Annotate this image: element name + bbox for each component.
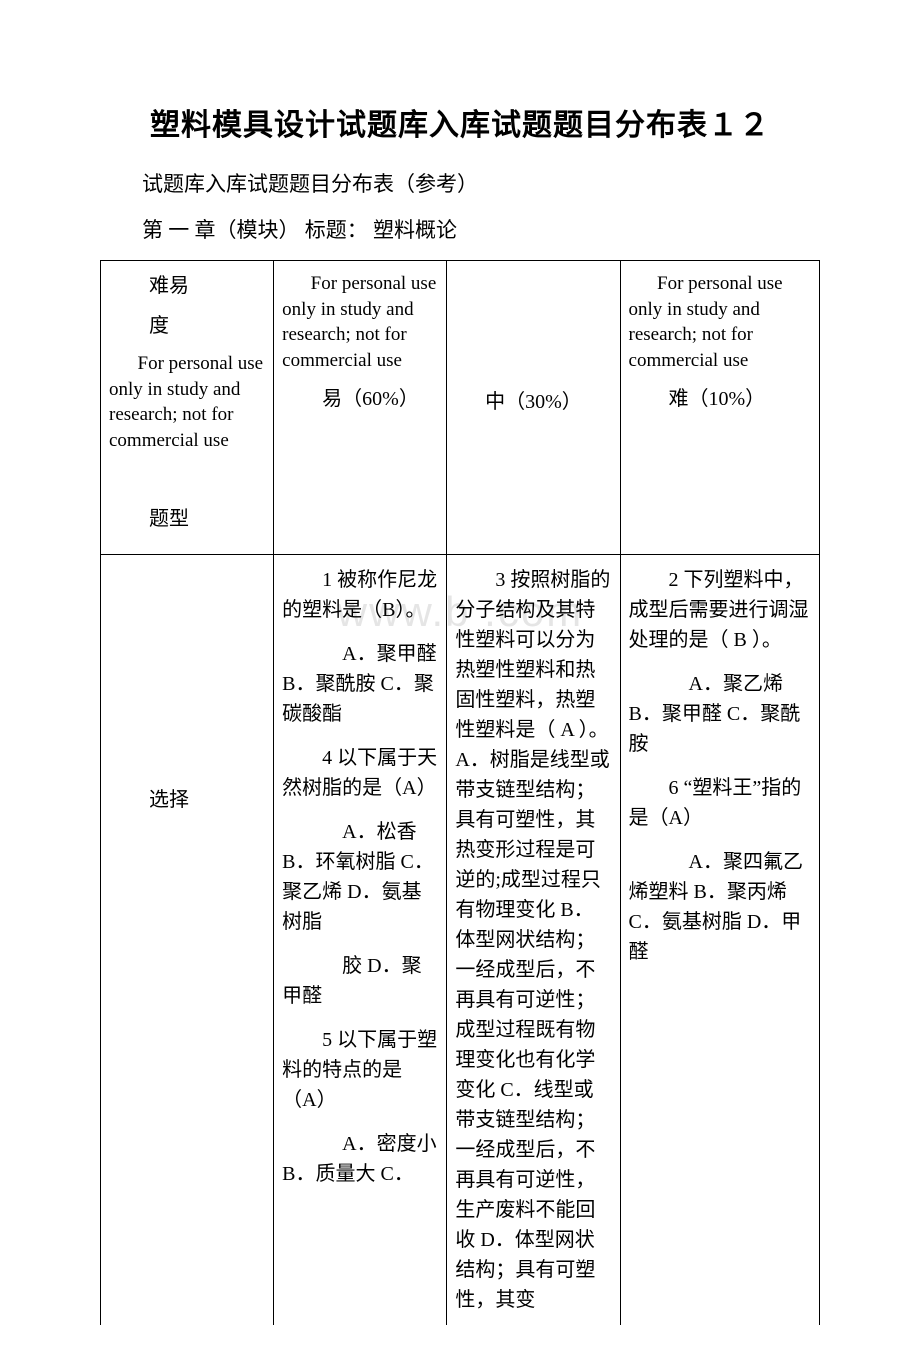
document-subtitle: 试题库入库试题题目分布表（参考） bbox=[100, 168, 820, 198]
cell-medium-content: 3 按照树脂的分子结构及其特性塑料可以分为热塑性塑料和热固性塑料，热塑性塑料是（… bbox=[447, 554, 620, 1325]
notice-en-col1: For personal use only in study and resea… bbox=[282, 271, 438, 374]
q2-options: A．聚乙烯 B．聚甲醛 C．聚酰胺 bbox=[629, 669, 811, 759]
header-cell-hard: For personal use only in study and resea… bbox=[620, 261, 819, 555]
q1-options: A．聚甲醛 B．聚酰胺 C．聚碳酸酯 bbox=[282, 639, 438, 729]
q2-stem: 2 下列塑料中，成型后需要进行调湿处理的是（ B ）。 bbox=[629, 565, 811, 655]
q1-stem: 1 被称作尼龙的塑料是（B）。 bbox=[282, 565, 438, 625]
q5-options: A．密度小 B．质量大 C． bbox=[282, 1129, 438, 1189]
difficulty-easy: 易（60%） bbox=[282, 384, 438, 414]
difficulty-medium: 中（30%） bbox=[455, 387, 611, 417]
q4-options: A．松香 B．环氧树脂 C．聚乙烯 D．氨基树脂 bbox=[282, 817, 438, 937]
chapter-heading: 第 一 章（模块） 标题： 塑料概论 bbox=[100, 214, 820, 244]
header-cell-type-axis: 难易 度 For personal use only in study and … bbox=[101, 261, 274, 555]
notice-en-col0: For personal use only in study and resea… bbox=[109, 351, 265, 454]
question-type-choice: 选择 bbox=[109, 565, 265, 815]
distribution-table: 难易 度 For personal use only in study and … bbox=[100, 260, 820, 1325]
type-label: 题型 bbox=[109, 504, 265, 534]
table-header-row: 难易 度 For personal use only in study and … bbox=[101, 261, 820, 555]
row-label-cell: 选择 bbox=[101, 554, 274, 1325]
q6-options: A．聚四氟乙烯塑料 B．聚丙烯 C．氨基树脂 D．甲醛 bbox=[629, 847, 811, 967]
notice-en-col3: For personal use only in study and resea… bbox=[629, 271, 811, 374]
cell-easy-content: 1 被称作尼龙的塑料是（B）。 A．聚甲醛 B．聚酰胺 C．聚碳酸酯 4 以下属… bbox=[274, 554, 447, 1325]
q4-stem: 4 以下属于天然树脂的是（A） bbox=[282, 743, 438, 803]
header-cell-medium: 中（30%） bbox=[447, 261, 620, 555]
difficulty-label-1: 难易 bbox=[109, 271, 265, 301]
header-cell-easy: For personal use only in study and resea… bbox=[274, 261, 447, 555]
q4-extra: 胶 D．聚甲醛 bbox=[282, 951, 438, 1011]
q3-full: 3 按照树脂的分子结构及其特性塑料可以分为热塑性塑料和热固性塑料，热塑性塑料是（… bbox=[455, 565, 611, 1315]
difficulty-label-2: 度 bbox=[109, 311, 265, 341]
q6-stem: 6 “塑料王”指的是（A） bbox=[629, 773, 811, 833]
cell-hard-content: 2 下列塑料中，成型后需要进行调湿处理的是（ B ）。 A．聚乙烯 B．聚甲醛 … bbox=[620, 554, 819, 1325]
difficulty-hard: 难（10%） bbox=[629, 384, 811, 414]
table-row: 选择 1 被称作尼龙的塑料是（B）。 A．聚甲醛 B．聚酰胺 C．聚碳酸酯 4 … bbox=[101, 554, 820, 1325]
document-title: 塑料模具设计试题库入库试题题目分布表１２ bbox=[100, 100, 820, 144]
q5-stem: 5 以下属于塑料的特点的是（A） bbox=[282, 1025, 438, 1115]
